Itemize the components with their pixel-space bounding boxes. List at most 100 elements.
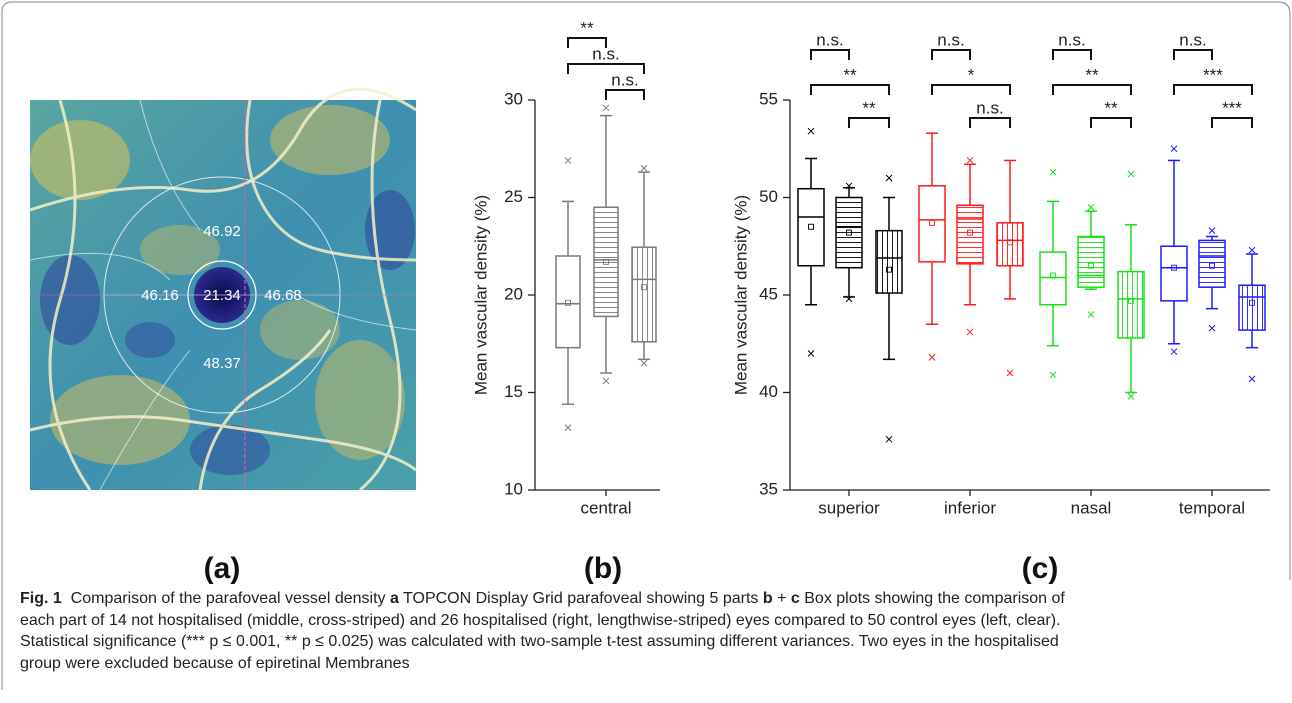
significance-label: n.s. [1058,30,1085,49]
box [1238,284,1266,331]
significance-label: *** [1222,98,1242,117]
x-tick-label: inferior [944,498,996,517]
mean-marker [967,229,973,236]
outlier [885,435,893,443]
y-tick-label: 10 [504,479,523,498]
outlier [1049,168,1057,176]
x-tick-label: temporal [1179,498,1245,517]
outlier [807,350,815,357]
outlier [1006,369,1014,377]
x-tick-label: nasal [1071,498,1112,517]
outlier [564,424,572,431]
y-axis-title: Mean vascular density (%) [471,195,490,395]
region-value: 46.16 [141,287,179,304]
significance-label: n.s. [816,30,843,49]
y-tick-label: 45 [759,284,778,303]
caption-text: a [389,590,399,607]
y-tick-label: 55 [759,89,778,108]
outlier [1170,145,1178,153]
caption-label: Fig. 1 [20,590,62,607]
mean-marker [929,219,935,226]
box [1117,270,1145,339]
significance-label: n.s. [976,98,1003,117]
mean-marker [1007,239,1013,246]
box [835,196,863,269]
y-tick-label: 25 [504,187,523,206]
y-axis-title: Mean vascular density (%) [731,195,750,395]
mean-marker [1088,262,1094,269]
mean-marker [1050,272,1056,279]
outlier [1208,227,1216,235]
box [593,206,619,318]
significance-bracket [605,89,645,100]
mean-marker [641,284,647,291]
mean-marker [1249,299,1255,306]
outlier [1049,371,1057,379]
outlier [1248,375,1256,383]
significance-label: ** [1085,65,1099,84]
y-tick-label: 35 [759,479,778,498]
significance-bracket [810,49,850,60]
frame [1,1,1291,690]
mean-marker [1209,262,1215,269]
caption-text: group were excluded because of epiretina… [20,654,410,672]
plot: 35 40 45 50 55 Mean vascular density (%) super… [731,30,1270,517]
panel-label: (c) [1022,552,1059,585]
region-value: 46.92 [203,223,241,240]
outlier [1208,324,1216,332]
significance-label: n.s. [592,44,619,63]
box [555,255,581,349]
caption-text: each part of 14 not hospitalised (middle… [20,611,1061,629]
outlier [1248,246,1256,254]
significance-label: ** [843,65,857,84]
outlier [564,157,572,164]
mean-marker [565,299,571,306]
outlier [966,328,974,336]
significance-label: ** [862,98,876,117]
mean-marker [846,229,852,236]
significance-label: ** [1104,98,1118,117]
x-tick-label: central [580,498,631,517]
caption: Fig. 1 Comparison of the parafoveal vess… [20,588,1282,674]
outlier [845,182,853,190]
outlier [602,104,610,112]
significance-label: n.s. [611,70,638,89]
box [1039,251,1067,306]
panel-label: (b) [584,552,622,585]
caption-text: Comparison of the parafoveal vessel dens… [70,590,390,607]
outlier [807,127,815,135]
outlier [885,174,893,182]
significance-bracket [848,117,890,128]
significance-label: * [968,65,975,84]
y-tick-label: 30 [504,89,523,108]
box [797,187,825,267]
significance-bracket [969,117,1011,128]
mean-marker [603,258,609,265]
outlier [1127,393,1135,400]
mean-marker [886,266,892,273]
x-tick-label: superior [818,498,880,517]
significance-label: n.s. [937,30,964,49]
outlier [602,377,610,385]
caption-text: + [772,590,791,607]
outlier [640,359,648,367]
outlier [966,157,974,164]
significance-bracket [1052,84,1132,95]
mean-marker [1128,297,1134,304]
region-value: 48.37 [203,355,241,372]
box [918,185,946,263]
significance-bracket [1173,49,1213,60]
y-tick-label: 50 [759,187,778,206]
outlier [845,295,853,303]
significance-bracket [931,49,971,60]
significance-bracket [1173,84,1253,95]
box [1198,239,1226,288]
caption-text: Statistical significance (*** p ≤ 0.001,… [20,633,1059,650]
box [1077,235,1105,288]
region-value: 46.68 [264,287,302,304]
significance-bracket [567,37,607,48]
significance-bracket [810,84,890,95]
caption-text: Box plots showing the comparison of [799,590,1065,607]
outlier [640,164,648,172]
